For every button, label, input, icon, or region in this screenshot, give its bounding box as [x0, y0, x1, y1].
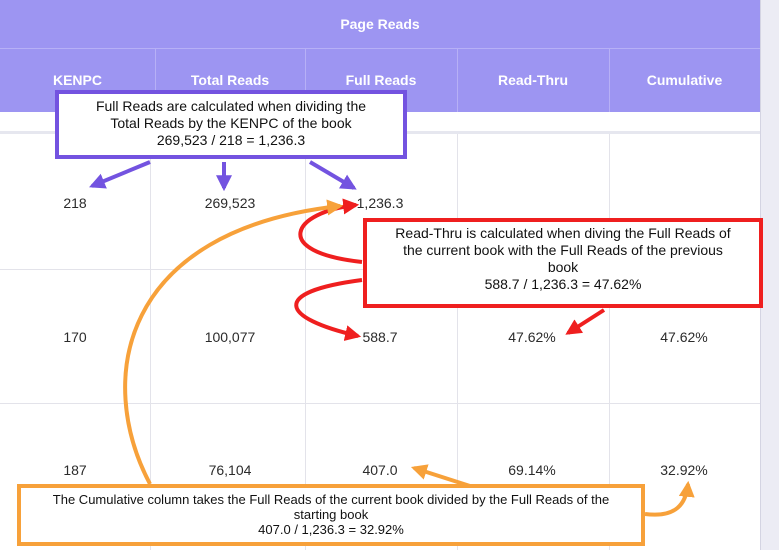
arrow-to-full-reads: [308, 160, 357, 190]
column-header-read-thru[interactable]: Read-Thru: [498, 72, 568, 88]
header-divider-vertical: [457, 49, 458, 112]
callout-line: Read-Thru is calculated when diving the …: [395, 225, 731, 241]
cell-cumulative: 32.92%: [660, 462, 708, 478]
callout-line: starting book: [293, 507, 369, 522]
cell-total-reads: 269,523: [204, 195, 256, 211]
cell-read-thru: 69.14%: [508, 462, 556, 478]
header-divider: [0, 48, 760, 49]
header-divider-vertical: [305, 49, 306, 112]
full-reads-callout: Full Reads are calculated when dividing …: [55, 90, 407, 159]
cell-full-reads: 407.0: [362, 462, 398, 478]
arrow-red-loop-2: [294, 278, 363, 341]
callout-line: The Cumulative column takes the Full Rea…: [52, 492, 610, 507]
callout-line: Full Reads are calculated when dividing …: [95, 98, 367, 114]
column-header-total-reads[interactable]: Total Reads: [190, 72, 270, 88]
cell-read-thru: 47.62%: [508, 329, 556, 345]
column-header-kenpc[interactable]: KENPC: [52, 72, 102, 88]
arrow-red-loop-1: [298, 198, 363, 264]
row-divider: [0, 403, 760, 404]
arrow-to-kenpc: [89, 160, 151, 189]
scrollbar-track[interactable]: [760, 0, 779, 550]
callout-line: 588.7 / 1,236.3 = 47.62%: [484, 276, 642, 292]
cell-total-reads: 76,104: [208, 462, 252, 478]
callout-line: 407.0 / 1,236.3 = 32.92%: [258, 522, 404, 537]
cell-kenpc: 170: [63, 329, 87, 345]
arrow-to-read-thru: [565, 308, 606, 335]
callout-line: 269,523 / 218 = 1,236.3: [156, 132, 306, 148]
column-divider: [305, 134, 306, 550]
column-divider: [609, 134, 610, 550]
callout-line: Total Reads by the KENPC of the book: [110, 115, 352, 131]
column-header-full-reads[interactable]: Full Reads: [345, 72, 417, 88]
cell-kenpc: 187: [63, 462, 87, 478]
read-thru-callout: Read-Thru is calculated when diving the …: [363, 218, 763, 308]
header-divider-vertical: [609, 49, 610, 112]
header-divider-vertical: [155, 49, 156, 112]
group-header-page-reads: Page Reads: [340, 16, 420, 32]
arrow-to-cumulative: [644, 480, 695, 517]
cumulative-callout: The Cumulative column takes the Full Rea…: [17, 484, 645, 546]
cell-full-reads: 588.7: [362, 329, 398, 345]
cell-cumulative: 47.62%: [660, 329, 708, 345]
cell-kenpc: 218: [63, 195, 87, 211]
arrow-to-first-row-from-cumulative: [410, 464, 471, 488]
column-divider: [457, 134, 458, 550]
arrow-orange-long: [123, 199, 344, 485]
callout-line: the current book with the Full Reads of …: [403, 242, 723, 258]
column-divider: [150, 134, 151, 550]
cell-full-reads: 1,236.3: [356, 195, 404, 211]
cell-total-reads: 100,077: [204, 329, 256, 345]
callout-line: book: [547, 259, 579, 275]
column-header-cumulative[interactable]: Cumulative: [646, 72, 723, 88]
